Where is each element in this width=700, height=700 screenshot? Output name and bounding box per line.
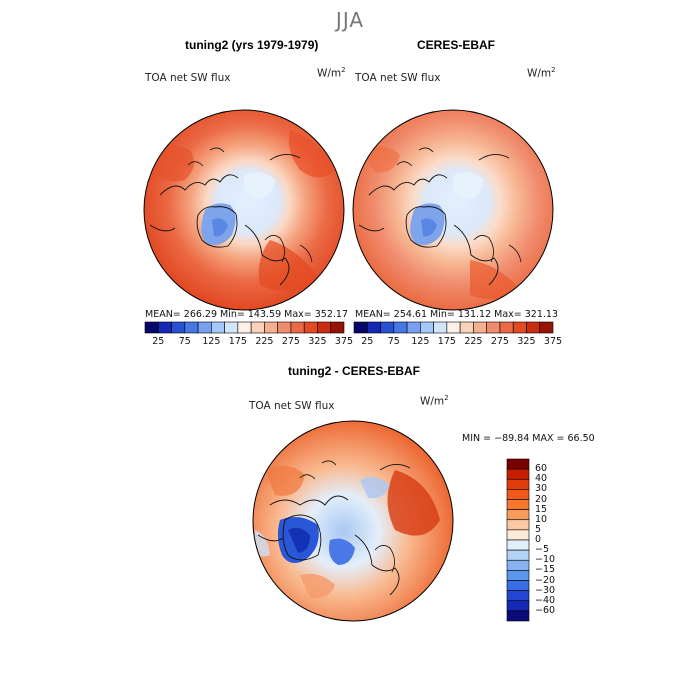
diff-colorbar-swatch <box>506 478 530 490</box>
obs-units-label: W/m2 <box>527 66 556 80</box>
diff-colorbar-tick-label: 40 <box>535 473 548 485</box>
obs-colorbar-swatch <box>366 321 381 334</box>
model-colorbar-tick-label: 325 <box>308 336 327 347</box>
obs-colorbar-swatch <box>406 321 421 334</box>
diff-colorbar-tick-label: −20 <box>535 574 556 586</box>
season-title: JJA <box>335 8 365 32</box>
obs-colorbar-tick-label: 375 <box>543 336 563 347</box>
diff-colorbar-swatch <box>506 610 530 622</box>
model-colorbar-swatch <box>264 321 278 334</box>
obs-panel-title: CERES-EBAF <box>417 38 496 52</box>
obs-polar-map <box>352 109 554 311</box>
diff-colorbar-tick-label: 30 <box>535 483 548 495</box>
diff-field-label: TOA net SW flux <box>249 400 335 412</box>
obs-colorbar-tick-label: 25 <box>361 336 374 347</box>
diff-colorbar-tick-label: 10 <box>535 513 548 525</box>
obs-colorbar-swatch <box>539 321 554 334</box>
model-colorbar-swatch <box>237 321 252 334</box>
model-panel-title: tuning2 (yrs 1979-1979) <box>185 38 319 52</box>
obs-colorbar-swatch <box>473 321 487 334</box>
obs-colorbar-swatch <box>499 321 514 334</box>
obs-stats: MEAN= 254.61 Min= 131.12 Max= 321.13 <box>355 309 559 320</box>
model-colorbar-tick-label: 75 <box>178 336 191 347</box>
diff-polar-map <box>252 420 454 622</box>
model-colorbar-swatch <box>303 321 318 334</box>
diff-colorbar-tick-label: 15 <box>535 503 548 515</box>
diff-colorbar-swatch <box>506 468 530 480</box>
model-colorbar-swatch <box>224 321 239 334</box>
diff-colorbar-swatch <box>506 580 530 591</box>
model-colorbar-tick-label: 25 <box>152 336 165 347</box>
diff-colorbar-tick-label: −30 <box>535 584 556 596</box>
diff-colorbar-tick-label: −15 <box>535 564 556 576</box>
model-units-label: W/m2 <box>317 66 346 80</box>
model-colorbar-swatch <box>330 321 345 334</box>
model-colorbar-swatch <box>277 321 292 334</box>
diff-colorbar-swatch <box>506 590 530 602</box>
diff-colorbar-tick-label: −60 <box>535 604 556 616</box>
obs-colorbar-swatch <box>512 321 527 334</box>
obs-colorbar-swatch <box>446 321 461 334</box>
model-colorbar-swatch <box>211 321 225 334</box>
model-colorbar-swatch <box>197 321 212 334</box>
obs-field-label: TOA net SW flux <box>355 72 441 84</box>
diff-colorbar-swatch <box>506 458 530 470</box>
model-colorbar-swatch <box>144 321 159 334</box>
obs-colorbar-tick-label: 275 <box>490 336 509 347</box>
diff-colorbar-swatch <box>506 529 530 541</box>
diff-colorbar-swatch <box>506 519 530 531</box>
obs-colorbar-swatch <box>393 321 408 334</box>
diff-colorbar-tick-label: 0 <box>535 534 542 545</box>
diff-colorbar-swatch <box>506 600 530 612</box>
diff-colorbar-tick-label: −10 <box>535 554 556 566</box>
diff-colorbar-tick-label: 20 <box>535 493 548 505</box>
diff-colorbar-swatch <box>506 549 530 561</box>
obs-colorbar-tick-label: 125 <box>411 336 430 347</box>
model-colorbar-tick-label: 125 <box>202 336 221 347</box>
model-stats: MEAN= 266.29 Min= 143.59 Max= 352.17 <box>145 309 349 320</box>
model-colorbar-swatch <box>184 321 199 334</box>
diff-colorbar <box>506 458 530 622</box>
obs-colorbar-swatch <box>459 321 474 334</box>
model-polar-map <box>143 109 345 311</box>
diff-stats: MIN = −89.84 MAX = 66.50 <box>462 433 595 444</box>
model-colorbar-tick-label: 275 <box>281 336 300 347</box>
obs-colorbar-swatch <box>380 321 395 334</box>
obs-colorbar-tick-label: 75 <box>387 336 400 347</box>
obs-colorbar-swatch <box>486 321 501 334</box>
diff-colorbar-swatch <box>506 509 530 521</box>
model-colorbar-tick-label: 225 <box>255 336 274 347</box>
obs-colorbar-swatch <box>526 321 541 334</box>
diff-colorbar-tick-label: 5 <box>535 523 542 535</box>
diff-colorbar-tick-label: −40 <box>535 594 556 606</box>
model-colorbar-tick-label: 175 <box>228 336 247 347</box>
model-colorbar-tick-label: 375 <box>334 336 354 347</box>
model-colorbar-swatch <box>290 321 305 334</box>
diff-panel-title: tuning2 - CERES-EBAF <box>288 364 420 378</box>
model-field-label: TOA net SW flux <box>145 72 231 84</box>
diff-colorbar-tick-label: 60 <box>535 463 548 475</box>
obs-colorbar-swatch <box>433 321 448 334</box>
model-colorbar <box>144 321 345 334</box>
diff-colorbar-swatch <box>506 539 530 551</box>
diff-colorbar-swatch <box>506 499 530 510</box>
diff-colorbar-swatch <box>506 489 530 500</box>
obs-colorbar-tick-label: 175 <box>437 336 456 347</box>
obs-colorbar <box>353 321 554 334</box>
model-colorbar-swatch <box>157 321 172 334</box>
model-colorbar-swatch <box>250 321 265 334</box>
diff-colorbar-swatch <box>506 559 530 571</box>
model-colorbar-swatch <box>317 321 332 334</box>
obs-colorbar-swatch <box>353 321 368 334</box>
diff-colorbar-tick-label: −5 <box>535 544 550 556</box>
diff-units-label: W/m2 <box>420 394 449 408</box>
obs-colorbar-swatch <box>420 321 434 334</box>
obs-colorbar-tick-label: 225 <box>464 336 483 347</box>
diff-colorbar-swatch <box>506 570 530 581</box>
model-colorbar-swatch <box>171 321 186 334</box>
obs-colorbar-tick-label: 325 <box>517 336 536 347</box>
